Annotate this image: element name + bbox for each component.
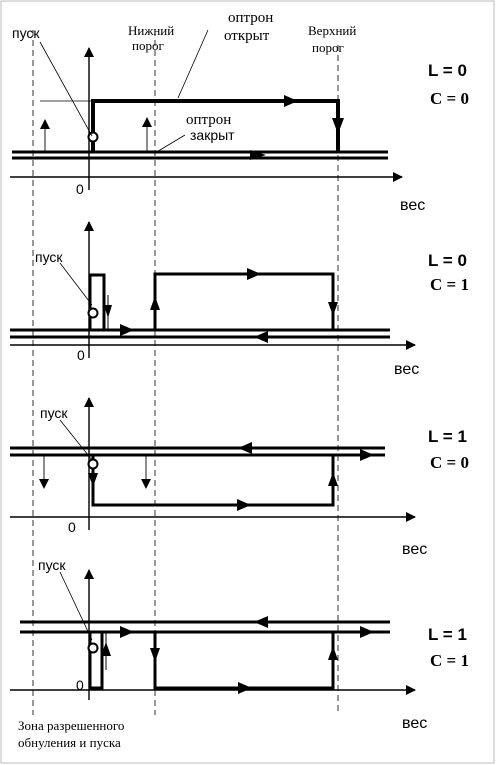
axis-label: вес [402,541,427,558]
arrow-up-marker [101,642,111,656]
panel-c-label: C = 0 [430,453,469,472]
pusk-label: пуск [12,25,40,41]
arrow-down-marker [328,302,338,316]
zero-label: 0 [68,519,76,535]
closed-path [91,453,385,507]
arrow-right-marker [238,682,252,694]
pusk-label: пуск [35,249,63,265]
start-point-marker [87,642,99,654]
closed-path [153,632,335,690]
panel-l-label: L = 0 [428,251,467,270]
arrow-right-marker [120,626,134,638]
arrow-right-marker [360,626,374,638]
closed-leader [154,134,186,154]
arrow-left-marker [250,150,266,160]
panel-l-label: L = 1 [428,427,467,446]
panel-4: пуск 0 вес L = 1 C = 1 [10,557,469,732]
panel-c-label: C = 1 [430,651,469,670]
axis-label: вес [402,715,427,732]
pusk-leader [39,41,93,137]
axis-label: вес [394,361,419,378]
arrow-right-marker [237,499,251,511]
arrow-down-marker [88,473,98,487]
panel-3: пуск 0 вес L = 1 C = 0 [10,397,469,558]
arrow-down-marker [150,648,160,662]
open-leader [177,29,209,99]
panel-c-label: C = 1 [430,275,469,294]
zero-label: 0 [77,347,85,363]
optron-open-label-2: открыт [224,28,270,44]
arrow-right-marker [120,324,134,336]
arrow-right-marker [247,268,261,280]
pusk-label: пуск [38,557,66,573]
arrow-down-marker [332,118,344,134]
panel-l-label: L = 1 [428,625,467,644]
pusk-leader [59,419,93,461]
zero-label: 0 [76,677,84,693]
arrow-left-marker [254,616,268,628]
start-pulse [88,632,104,690]
panel-l-label: L = 0 [428,61,467,80]
panel-c-label: C = 0 [430,89,469,108]
upper-threshold-label-1: Верхний [308,23,356,38]
upper-threshold-label-2: порог [312,40,344,55]
pusk-label: пуск [40,405,68,421]
zone-caption-1: Зона разрешенного [18,718,124,733]
start-point-marker [87,131,99,143]
lower-threshold-label-2: порог [132,38,164,53]
zone-caption-2: обнуления и пуска [18,735,121,750]
arrow-right-marker [360,449,374,461]
start-point-marker [87,307,99,319]
arrow-up-marker [150,296,160,310]
open-path [153,272,345,332]
axis-label: вес [400,197,425,214]
arrow-left-marker [238,442,252,454]
arrow-down-marker [104,305,112,318]
arrow-left-marker [254,331,268,343]
start-pulse [88,273,106,330]
start-point-marker [87,458,99,470]
pusk-leader [59,262,93,306]
pusk-leader [59,571,93,641]
optron-open-label-1: оптрон [228,10,273,26]
panel-2: пуск 0 вес L = 0 C = 1 [10,221,469,378]
optron-closed-label-2: закрыт [190,127,235,143]
arrow-right-marker [284,95,298,107]
zero-label: 0 [76,181,84,197]
lower-threshold-label-1: Нижний [128,23,174,38]
optron-closed-label-1: оптрон [186,112,231,128]
panel-1: пуск Нижний порог оптрон открыт Верхний … [10,10,469,214]
arrow-up-marker [328,646,338,660]
arrow-up-marker [328,472,338,486]
